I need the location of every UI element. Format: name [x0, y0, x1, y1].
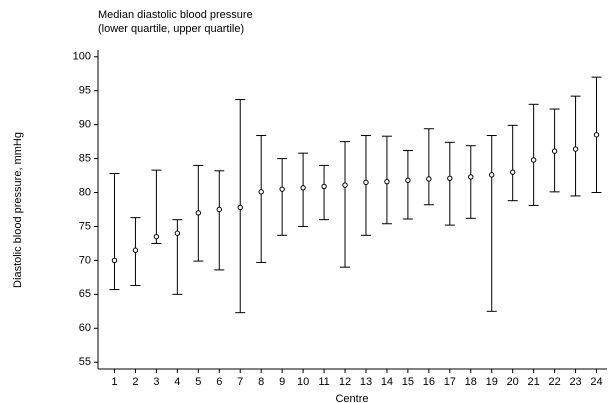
- median-marker: [153, 233, 160, 240]
- x-tick-label: 17: [444, 376, 456, 388]
- median-marker: [509, 169, 516, 175]
- y-tick-label: 85: [79, 153, 91, 165]
- median-marker: [321, 183, 327, 190]
- x-tick-label: 16: [423, 376, 435, 388]
- y-tick-label: 60: [79, 322, 91, 334]
- x-tick-label: 7: [237, 376, 243, 388]
- median-marker: [468, 174, 474, 180]
- median-marker: [195, 210, 202, 216]
- x-tick-label: 19: [486, 376, 498, 388]
- median-marker: [279, 186, 285, 192]
- median-marker: [572, 146, 579, 152]
- x-tick-label: 9: [279, 376, 285, 388]
- median-marker: [132, 247, 139, 253]
- x-tick-label: 10: [297, 376, 309, 388]
- x-tick-label: 2: [132, 376, 138, 388]
- median-marker: [216, 206, 222, 213]
- x-tick-label: 8: [258, 376, 264, 388]
- x-tick-label: 13: [360, 376, 372, 388]
- chart-title: Median diastolic blood pressure: [98, 9, 253, 21]
- x-tick-label: 11: [318, 376, 329, 388]
- y-tick-label: 95: [79, 85, 91, 97]
- x-tick-label: 21: [528, 376, 540, 388]
- median-marker: [447, 175, 453, 181]
- x-axis-label: Centre: [335, 393, 368, 403]
- median-marker: [342, 182, 348, 188]
- median-marker: [258, 189, 264, 195]
- y-tick-label: 70: [79, 254, 91, 266]
- x-tick-label: 4: [174, 376, 180, 388]
- median-marker: [426, 176, 432, 182]
- x-tick-label: 22: [548, 376, 560, 388]
- median-marker: [593, 132, 600, 138]
- x-tick-label: 6: [216, 376, 222, 388]
- x-tick-label: 14: [381, 376, 393, 388]
- x-tick-label: 1: [111, 376, 117, 388]
- x-tick-label: 24: [590, 376, 602, 388]
- y-tick-label: 55: [79, 356, 91, 368]
- x-tick-label: 3: [153, 376, 159, 388]
- x-tick-label: 18: [465, 376, 477, 388]
- median-marker: [489, 172, 495, 178]
- median-marker: [551, 148, 558, 154]
- median-marker: [237, 204, 243, 211]
- x-tick-label: 23: [569, 376, 581, 388]
- median-marker: [174, 230, 181, 236]
- y-tick-label: 65: [79, 288, 91, 300]
- y-tick-label: 75: [79, 220, 91, 232]
- x-tick-label: 20: [507, 376, 519, 388]
- y-tick-label: 90: [79, 119, 91, 131]
- x-tick-label: 12: [339, 376, 351, 388]
- x-tick-label: 5: [195, 376, 201, 388]
- y-axis-label: Diastolic blood pressure, mmHg: [12, 132, 24, 288]
- median-marker: [363, 179, 369, 186]
- median-marker: [405, 177, 411, 184]
- y-tick-label: 80: [79, 186, 91, 198]
- median-marker: [300, 185, 306, 191]
- median-marker: [111, 257, 118, 264]
- x-tick-label: 15: [402, 376, 414, 388]
- chart-subtitle: (lower quartile, upper quartile): [98, 23, 244, 35]
- median-marker: [384, 178, 390, 185]
- median-marker: [530, 157, 537, 163]
- y-tick-label: 100: [73, 51, 91, 63]
